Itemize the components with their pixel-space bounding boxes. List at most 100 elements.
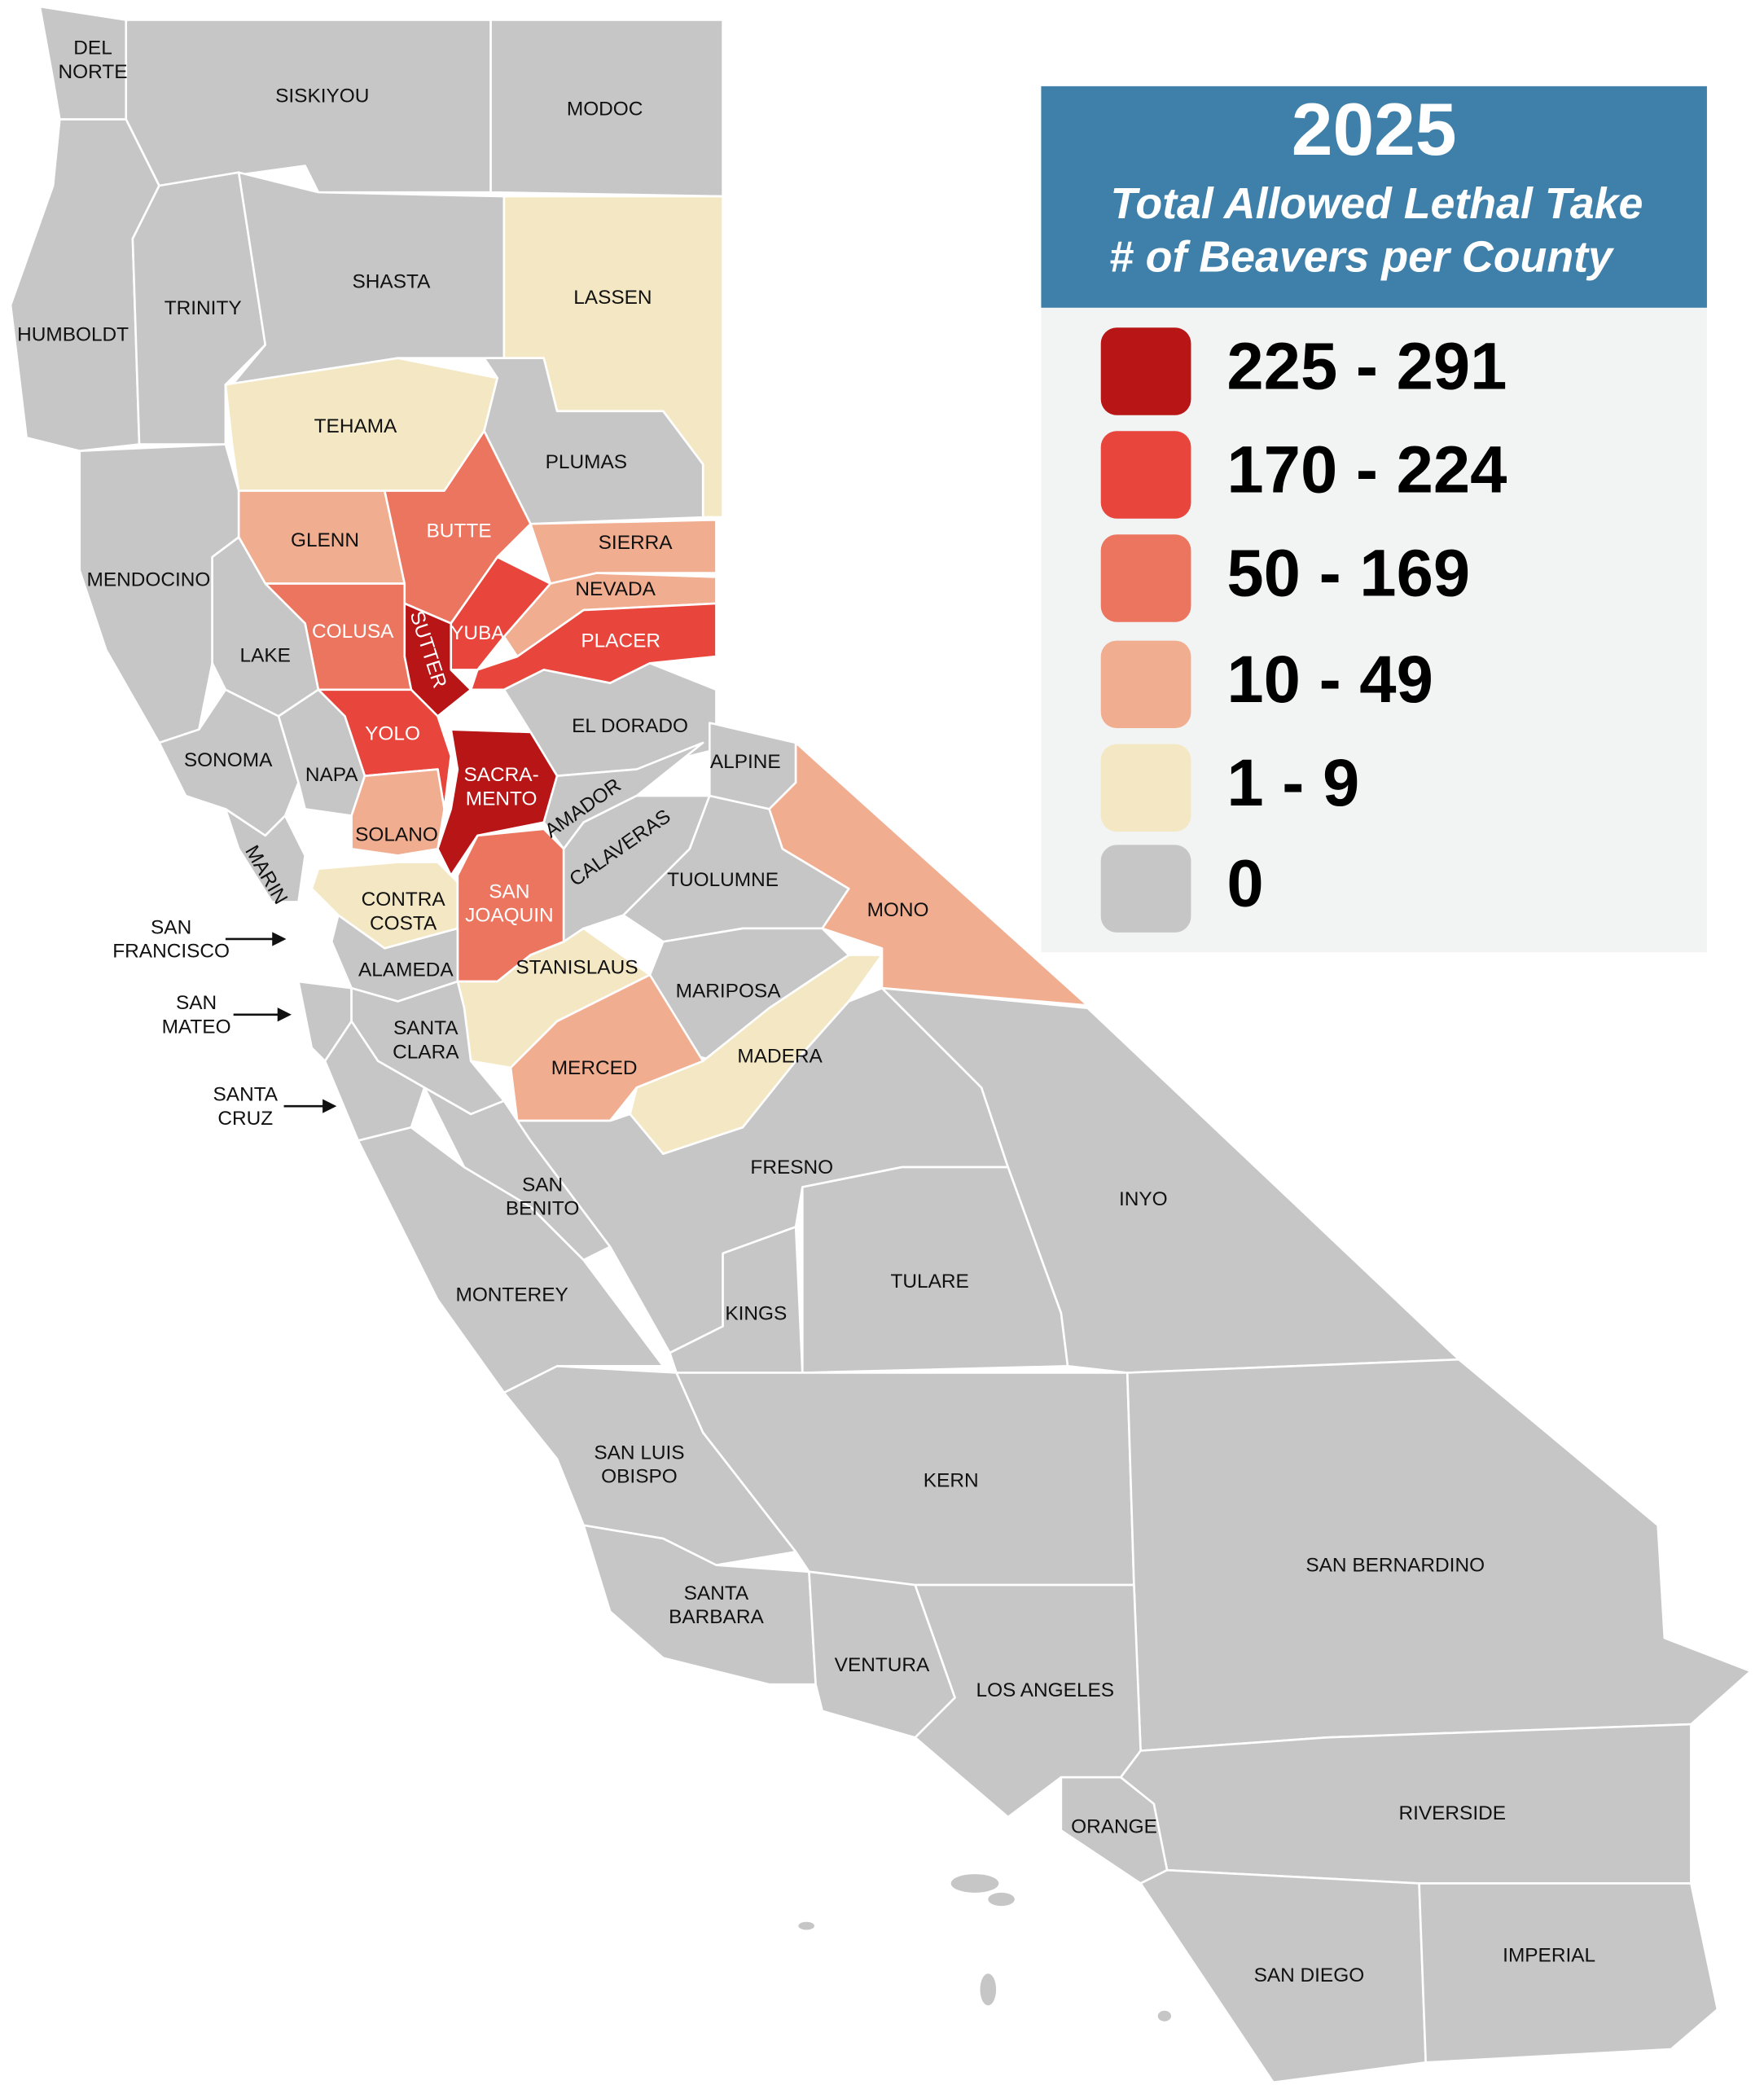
legend-swatch [1100, 431, 1191, 519]
county-label: LAKE [240, 645, 291, 667]
county-label: MADERA [737, 1045, 823, 1067]
county [529, 519, 717, 585]
legend-label: 50 - 169 [1226, 537, 1470, 611]
county-label: OBISPO [601, 1466, 678, 1488]
county-label: SANTA [213, 1084, 279, 1106]
legend: 2025 Total Allowed Lethal Take # of Beav… [1041, 86, 1707, 953]
county-label: LOS ANGELES [976, 1679, 1115, 1701]
county-label: STANISLAUS [516, 956, 638, 978]
county-label: BUTTE [427, 520, 492, 542]
county [350, 768, 445, 857]
legend-label: 0 [1226, 847, 1263, 921]
county [768, 741, 1089, 1007]
county-label: YOLO [365, 723, 420, 745]
county-label: INYO [1119, 1188, 1168, 1210]
county-label: BENITO [506, 1198, 579, 1220]
county-label: VENTURA [835, 1654, 930, 1676]
county-label: TULARE [890, 1271, 968, 1293]
county-label: MARIPOSA [676, 981, 782, 1003]
county-label: ALAMEDA [358, 959, 454, 981]
county-label: KERN [924, 1469, 979, 1491]
county-label: TUOLUMNE [667, 869, 779, 891]
county-label: LASSEN [573, 287, 652, 309]
county-label: CRUZ [217, 1108, 273, 1130]
county-label: SAN [176, 992, 217, 1014]
county-label: EL DORADO [572, 715, 688, 737]
island [980, 1973, 997, 2006]
county-label: HUMBOLDT [17, 323, 129, 345]
legend-subtitle: # of Beavers per County [1109, 232, 1615, 281]
county-label: PLUMAS [546, 451, 627, 473]
county [1418, 1882, 1719, 2064]
county-label: FRANCISCO [112, 941, 230, 963]
county-label: COLUSA [312, 621, 394, 643]
county-label: MERCED [551, 1057, 638, 1079]
arrow-head [272, 932, 287, 946]
county-label: ORANGE [1071, 1816, 1157, 1838]
county-label: GLENN [291, 529, 359, 551]
county [224, 808, 306, 903]
legend-label: 170 - 224 [1226, 433, 1507, 507]
county-label: SAN [151, 916, 191, 938]
county-label: BARBARA [669, 1606, 764, 1628]
county-label: FRESNO [750, 1157, 833, 1179]
county-label: SAN [489, 880, 529, 902]
county-label: SANTA [684, 1582, 749, 1604]
legend-swatch [1100, 534, 1191, 622]
county-label: ALPINE [710, 751, 781, 773]
county-label: YUBA [450, 622, 505, 644]
county-label: IMPERIAL [1503, 1944, 1595, 1966]
county-label: CLARA [393, 1041, 459, 1063]
legend-header [1041, 86, 1707, 308]
county-label: NAPA [305, 764, 358, 786]
county-label: SONOMA [184, 749, 273, 771]
county-label: SAN LUIS [594, 1442, 684, 1464]
county-label: CONTRA [362, 889, 446, 911]
county-label: NEVADA [575, 578, 656, 600]
county [230, 171, 506, 386]
pointer-arrows [225, 932, 337, 1113]
county-label: DEL [73, 37, 112, 59]
legend-items: 225 - 291 170 - 224 50 - 169 10 - 49 1 - 9 0 [1100, 327, 1507, 933]
county-label: RIVERSIDE [1398, 1802, 1506, 1824]
county-label: SOLANO [355, 823, 438, 845]
county-label: MONTEREY [455, 1284, 568, 1306]
legend-swatch [1100, 744, 1191, 832]
arrow-head [323, 1099, 337, 1113]
county-label: TRINITY [165, 297, 242, 319]
legend-swatch [1100, 640, 1191, 729]
county-label: SIERRA [599, 532, 674, 554]
county-label: PLACER [581, 630, 660, 652]
county [483, 357, 704, 525]
county-label: SACRA- [464, 764, 539, 786]
county [502, 1365, 797, 1566]
county-label: SAN [522, 1174, 563, 1196]
county-label: SAN BERNARDINO [1305, 1555, 1485, 1577]
county-label: MODOC [567, 99, 643, 121]
legend-label: 225 - 291 [1226, 329, 1507, 403]
county-label: NORTE [59, 61, 128, 83]
legend-label: 10 - 49 [1226, 643, 1433, 717]
county-label: MATEO [162, 1016, 231, 1038]
county [9, 118, 160, 452]
county-label: SAN DIEGO [1254, 1964, 1365, 1986]
county-label: MONO [867, 899, 929, 921]
legend-swatch [1100, 845, 1191, 933]
county [357, 1126, 665, 1394]
county-label: JOAQUIN [465, 905, 553, 927]
legend-label: 1 - 9 [1226, 746, 1359, 820]
county-label: SANTA [393, 1017, 459, 1039]
county-label: SHASTA [353, 270, 432, 292]
counties [9, 5, 1752, 2084]
island [798, 1921, 814, 1930]
county-label: KINGS [725, 1302, 787, 1324]
county-label: MENTO [466, 788, 538, 810]
county [437, 728, 559, 877]
legend-title: 2025 [1292, 88, 1457, 171]
arrow-head [277, 1007, 292, 1022]
island [1157, 2010, 1172, 2021]
county-label: SISKIYOU [275, 85, 369, 107]
